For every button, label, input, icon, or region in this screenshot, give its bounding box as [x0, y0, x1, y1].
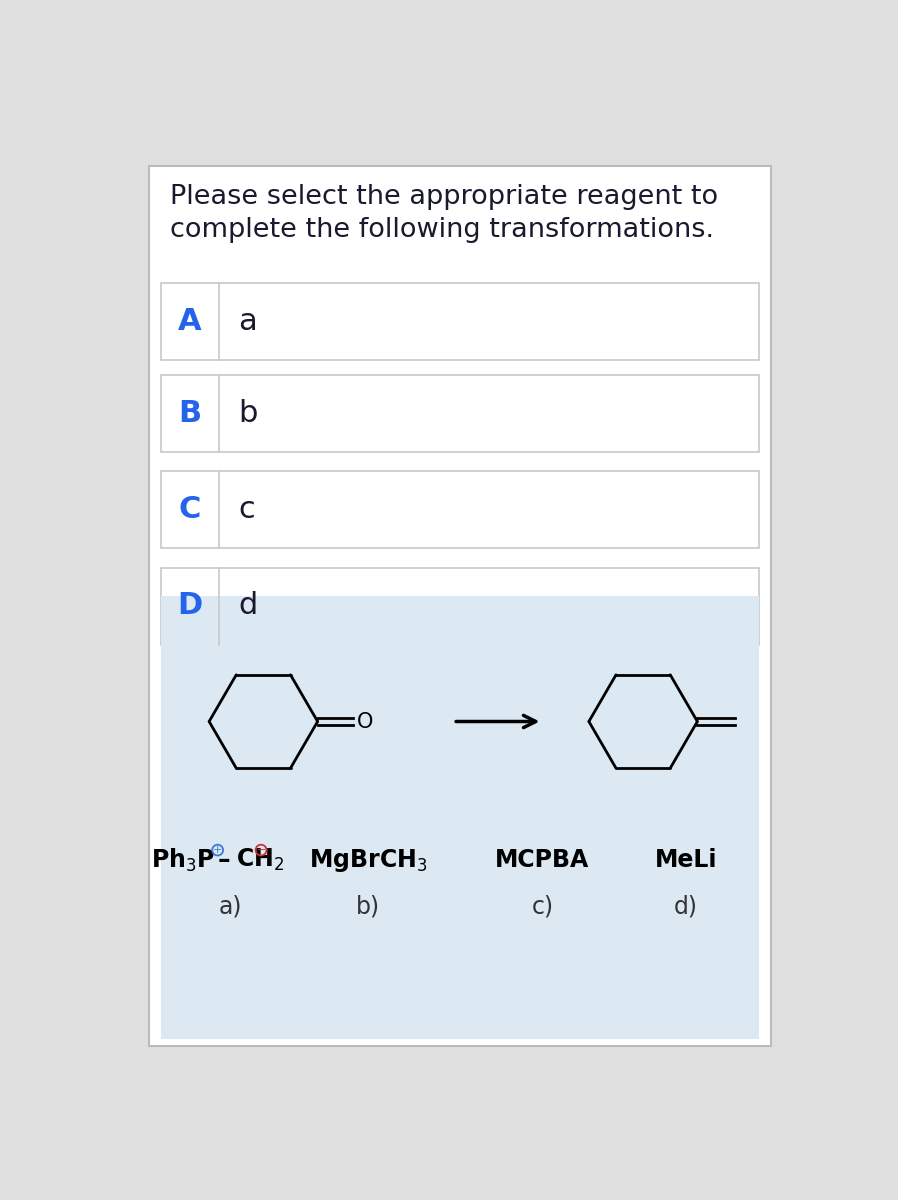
Text: Please select the appropriate reagent to: Please select the appropriate reagent to [171, 184, 718, 210]
Bar [161, 596, 760, 1039]
Bar [161, 472, 760, 548]
Text: b): b) [356, 894, 380, 918]
Text: c: c [239, 496, 255, 524]
Text: MgBrCH$_3$: MgBrCH$_3$ [309, 847, 427, 874]
Text: complete the following transformations.: complete the following transformations. [171, 217, 715, 244]
Text: B: B [179, 398, 202, 428]
Text: a: a [239, 306, 258, 336]
Text: a): a) [219, 894, 242, 918]
Text: –: – [217, 848, 230, 872]
Text: d: d [239, 592, 258, 620]
Text: +: + [213, 845, 223, 856]
Text: A: A [179, 306, 202, 336]
Text: c): c) [532, 894, 553, 918]
Text: b: b [239, 398, 258, 428]
Text: −: − [256, 845, 266, 856]
Text: Ph$_3$P: Ph$_3$P [152, 846, 216, 874]
Text: d): d) [674, 894, 698, 918]
Text: CH$_2$: CH$_2$ [236, 847, 285, 874]
Text: O: O [357, 712, 373, 732]
Bar [149, 166, 771, 1046]
Bar [161, 568, 760, 644]
Bar [161, 374, 760, 452]
Text: D: D [178, 592, 203, 620]
Text: MCPBA: MCPBA [496, 848, 589, 872]
Text: MeLi: MeLi [655, 848, 717, 872]
Bar [161, 282, 760, 360]
Text: C: C [179, 496, 201, 524]
